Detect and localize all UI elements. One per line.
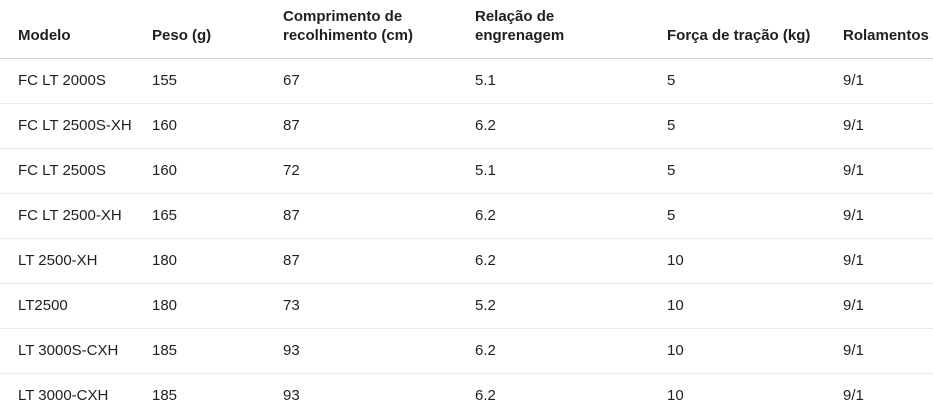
cell-rolamentos: 9/1 bbox=[843, 387, 864, 405]
table-row: LT 3000-CXH 185 93 6.2 10 9/1 bbox=[0, 373, 933, 406]
cell-modelo: LT 3000S-CXH bbox=[0, 328, 152, 374]
cell-forca: 5 bbox=[667, 148, 843, 194]
column-header-label: Peso (g) bbox=[152, 26, 212, 44]
table-row: LT 3000S-CXH 185 93 6.2 10 9/1 bbox=[0, 328, 933, 374]
cell-forca: 10 bbox=[667, 238, 843, 284]
cell-forca: 10 bbox=[667, 328, 843, 374]
cell-rolamentos: 9/1 bbox=[843, 58, 933, 104]
cell-relacao: 6.2 bbox=[475, 193, 667, 239]
cell-peso: 165 bbox=[152, 193, 283, 239]
column-header-label: Relação de engrenagem bbox=[475, 8, 565, 44]
column-header-peso: Peso (g) bbox=[152, 0, 283, 59]
cell-modelo: LT 2500-XH bbox=[0, 238, 152, 284]
header-row: Modelo Peso (g) Comprimento de recolhime… bbox=[0, 0, 933, 59]
cell-peso: 185 bbox=[152, 328, 283, 374]
column-header-rolamentos: Rolamentos bbox=[843, 0, 933, 59]
cell-relacao: 5.1 bbox=[475, 148, 667, 194]
table-row: LT2500 180 73 5.2 10 9/1 bbox=[0, 283, 933, 329]
cell-rolamentos: 9/1 bbox=[843, 238, 933, 284]
column-header-label: Modelo bbox=[18, 26, 71, 44]
cell-peso: 155 bbox=[152, 58, 283, 104]
cell-comprimento: 87 bbox=[283, 103, 475, 149]
table-row: FC LT 2000S 155 67 5.1 5 9/1 bbox=[0, 58, 933, 104]
table-row: FC LT 2500-XH 165 87 6.2 5 9/1 bbox=[0, 193, 933, 239]
cell-comprimento: 73 bbox=[283, 283, 475, 329]
cell-relacao: 6.2 bbox=[475, 238, 667, 284]
table-row: FC LT 2500S-XH 160 87 6.2 5 9/1 bbox=[0, 103, 933, 149]
cell-modelo: LT 3000-CXH bbox=[18, 387, 109, 405]
column-header-modelo: Modelo bbox=[0, 0, 152, 59]
cell-relacao: 6.2 bbox=[475, 328, 667, 374]
cell-comprimento: 87 bbox=[283, 193, 475, 239]
cell-rolamentos: 9/1 bbox=[843, 103, 933, 149]
column-header-relacao: Relação de engrenagem bbox=[475, 0, 667, 59]
cell-forca: 5 bbox=[667, 58, 843, 104]
table-row: LT 2500-XH 180 87 6.2 10 9/1 bbox=[0, 238, 933, 284]
cell-peso: 160 bbox=[152, 148, 283, 194]
cell-peso: 180 bbox=[152, 238, 283, 284]
cell-comprimento: 87 bbox=[283, 238, 475, 284]
column-header-label: Rolamentos bbox=[843, 26, 929, 44]
column-header-forca: Força de tração (kg) bbox=[667, 0, 843, 59]
cell-modelo: FC LT 2000S bbox=[0, 58, 152, 104]
table-row: FC LT 2500S 160 72 5.1 5 9/1 bbox=[0, 148, 933, 194]
cell-comprimento: 67 bbox=[283, 58, 475, 104]
cell-relacao: 6.2 bbox=[475, 103, 667, 149]
cell-modelo: FC LT 2500-XH bbox=[0, 193, 152, 239]
cell-rolamentos: 9/1 bbox=[843, 328, 933, 374]
cell-modelo: FC LT 2500S-XH bbox=[0, 103, 152, 149]
cell-forca: 5 bbox=[667, 103, 843, 149]
cell-rolamentos: 9/1 bbox=[843, 283, 933, 329]
cell-relacao: 5.2 bbox=[475, 283, 667, 329]
cell-forca: 5 bbox=[667, 193, 843, 239]
cell-modelo: FC LT 2500S bbox=[0, 148, 152, 194]
cell-comprimento: 93 bbox=[283, 328, 475, 374]
cell-peso: 180 bbox=[152, 283, 283, 329]
cell-rolamentos: 9/1 bbox=[843, 193, 933, 239]
column-header-comprimento: Comprimento de recolhimento (cm) bbox=[283, 0, 475, 59]
cell-forca: 10 bbox=[667, 387, 684, 405]
cell-modelo: LT2500 bbox=[0, 283, 152, 329]
column-header-label: Comprimento de recolhimento (cm) bbox=[283, 8, 414, 44]
cell-peso: 160 bbox=[152, 103, 283, 149]
cell-comprimento: 93 bbox=[283, 387, 300, 405]
column-header-label: Força de tração (kg) bbox=[667, 26, 811, 44]
cell-peso: 185 bbox=[152, 387, 178, 405]
cell-forca: 10 bbox=[667, 283, 843, 329]
cell-relacao: 6.2 bbox=[475, 387, 496, 405]
cell-relacao: 5.1 bbox=[475, 58, 667, 104]
cell-rolamentos: 9/1 bbox=[843, 148, 933, 194]
cell-comprimento: 72 bbox=[283, 148, 475, 194]
